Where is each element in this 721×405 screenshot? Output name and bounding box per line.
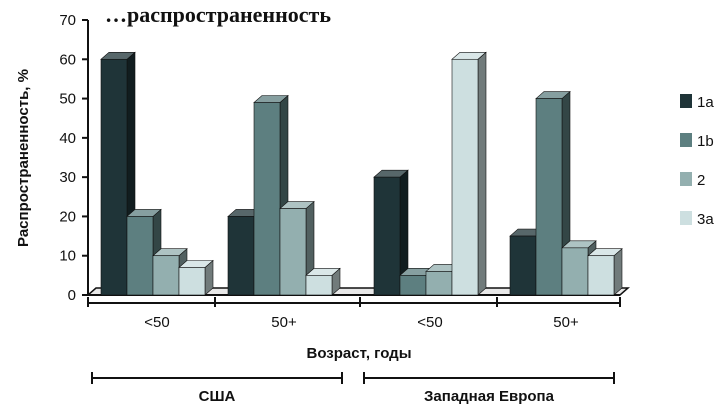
y-tick-label: 20: [59, 208, 76, 225]
bar-3a-cat-2: [451, 51, 487, 296]
x-tick-label: 50+: [553, 314, 579, 331]
chart-title: …распространенность: [105, 2, 331, 27]
bar-2-cat-3: [561, 240, 597, 296]
bar-front: [587, 255, 615, 296]
legend-swatch: [680, 133, 692, 147]
bar-front: [227, 216, 255, 296]
bar-front: [373, 176, 401, 296]
region-label: Западная Европа: [424, 388, 555, 405]
y-tick-label: 0: [68, 287, 76, 304]
bar-front: [535, 98, 563, 296]
bar-front: [279, 208, 307, 296]
bar-front: [152, 255, 180, 296]
legend-swatch: [680, 211, 692, 225]
x-tick-label: <50: [144, 314, 169, 331]
y-tick-label: 30: [59, 169, 76, 186]
legend-item-1b: 1b: [680, 133, 714, 150]
bar-side: [613, 248, 623, 296]
region-label: США: [199, 388, 236, 405]
legend-label: 2: [697, 172, 705, 189]
bar-front: [509, 235, 537, 296]
bar-front: [399, 275, 427, 296]
y-tick-label: 50: [59, 91, 76, 108]
legend-label: 1a: [697, 94, 714, 111]
bar-1b-cat-3: [535, 90, 571, 296]
bar-3a-cat-1: [305, 267, 341, 296]
bar-front: [451, 58, 479, 296]
y-tick-label: 70: [59, 12, 76, 29]
y-tick-label: 60: [59, 51, 76, 68]
bar-front: [253, 102, 281, 296]
bar-side: [477, 51, 487, 296]
y-tick-label: 40: [59, 130, 76, 147]
bar-3a-cat-0: [178, 259, 214, 296]
y-tick-label: 10: [59, 248, 76, 265]
legend-swatch: [680, 94, 692, 108]
bar-front: [100, 58, 128, 296]
bar-front: [178, 267, 206, 296]
region-group-0: США: [91, 372, 343, 405]
legend-swatch: [680, 172, 692, 186]
bar-front: [425, 271, 453, 296]
bar-3a-cat-3: [587, 248, 623, 296]
legend-item-3a: 3a: [680, 211, 714, 228]
legend-item-2: 2: [680, 172, 705, 189]
bar-front: [126, 216, 154, 296]
legend-item-1a: 1a: [680, 94, 714, 111]
bar-front: [561, 247, 589, 296]
x-tick-label: 50+: [271, 314, 297, 331]
x-axis-title: Возраст, годы: [307, 345, 412, 362]
legend-label: 3a: [697, 211, 714, 228]
bar-front: [305, 275, 333, 296]
bar-1a-cat-2: [373, 169, 409, 296]
y-axis-title: Распространенность, %: [15, 69, 32, 247]
region-group-1: Западная Европа: [363, 372, 615, 405]
x-tick-label: <50: [417, 314, 442, 331]
legend-label: 1b: [697, 133, 714, 150]
